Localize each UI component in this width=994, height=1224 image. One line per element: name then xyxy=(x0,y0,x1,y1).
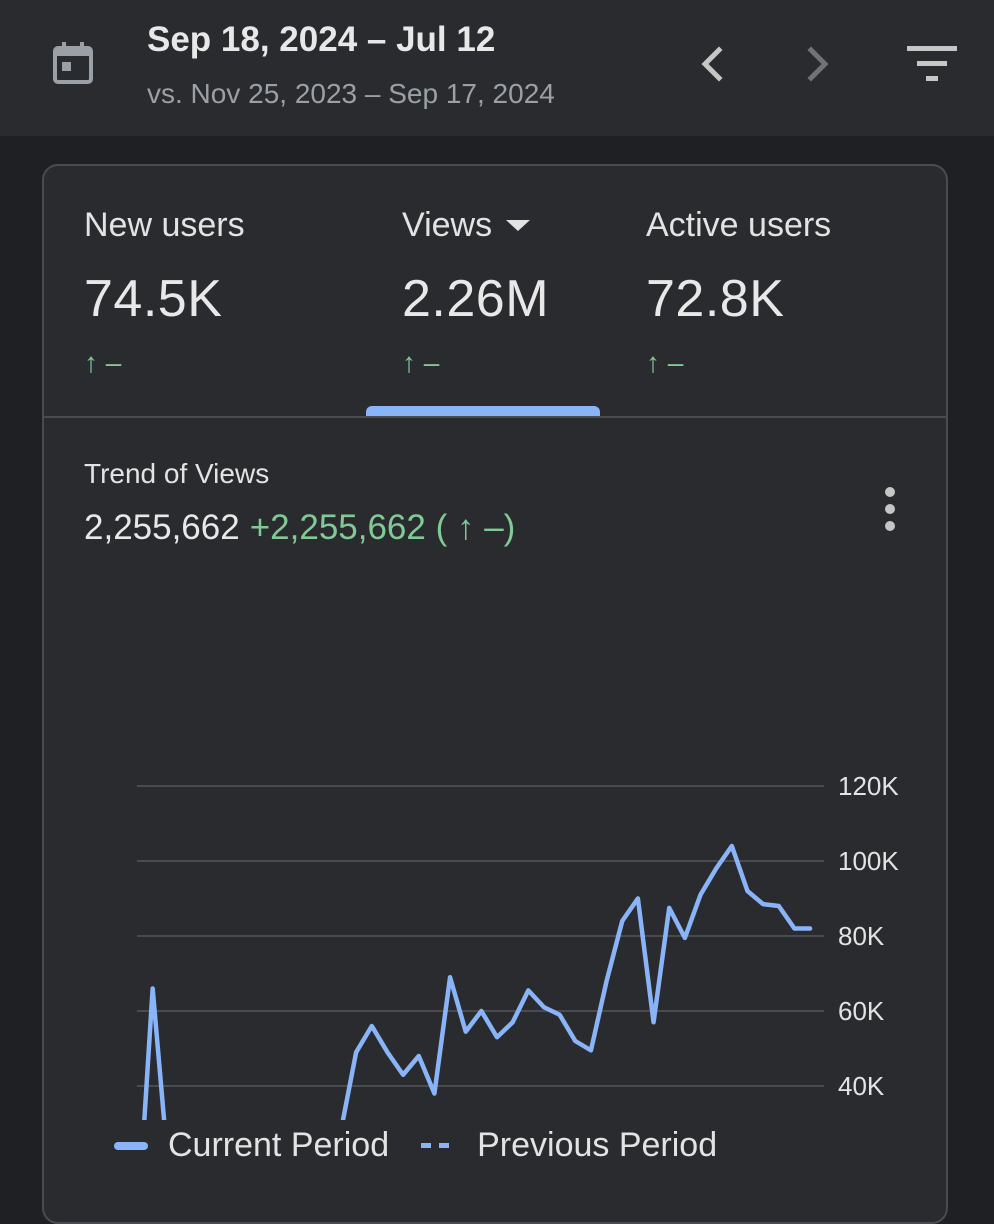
chevron-right-icon[interactable] xyxy=(798,42,838,86)
more-vert-icon[interactable] xyxy=(876,484,904,534)
metric-value: 74.5K xyxy=(84,270,223,328)
metric-tab-views[interactable]: Views 2.26M ↑ – xyxy=(402,206,549,379)
y-tick-label: 60K xyxy=(838,996,885,1026)
metric-label-row: Views xyxy=(402,206,549,245)
compare-range: vs. Nov 25, 2023 – Sep 17, 2024 xyxy=(147,78,555,109)
date-range-header: Sep 18, 2024 – Jul 12 vs. Nov 25, 2023 –… xyxy=(0,0,994,136)
metric-delta: ↑ – xyxy=(646,347,684,378)
legend-swatch-dashed xyxy=(421,1143,457,1148)
selected-tab-indicator xyxy=(366,406,600,416)
metric-label: Views xyxy=(402,206,493,244)
metric-value: 2.26M xyxy=(402,270,550,328)
y-tick-label: 40K xyxy=(838,1071,885,1101)
metric-delta: ↑ – xyxy=(84,347,122,378)
legend-label: Previous Period xyxy=(477,1126,718,1164)
filter-icon[interactable] xyxy=(904,40,960,88)
chart-legend: Current Period Previous Period xyxy=(114,1126,749,1165)
metric-value: 72.8K xyxy=(646,270,785,328)
trend-total-row: 2,255,662 +2,255,662 ( ↑ –) xyxy=(84,508,515,548)
y-tick-label: 120K xyxy=(838,771,899,801)
metric-label: New users xyxy=(84,206,245,244)
trend-delta: +2,255,662 ( ↑ –) xyxy=(249,508,516,547)
trend-total: 2,255,662 xyxy=(84,508,240,547)
divider xyxy=(44,416,946,418)
legend-item-current[interactable]: Current Period xyxy=(114,1126,389,1165)
y-tick-label: 80K xyxy=(838,921,885,951)
chevron-left-icon[interactable] xyxy=(692,42,732,86)
legend-label: Current Period xyxy=(168,1126,390,1164)
chart-title: Trend of Views xyxy=(84,458,270,489)
caret-down-icon[interactable] xyxy=(506,220,531,231)
legend-item-previous[interactable]: Previous Period xyxy=(421,1126,717,1165)
y-tick-label: 100K xyxy=(838,846,899,876)
metric-label: Active users xyxy=(646,206,832,244)
date-range-title[interactable]: Sep 18, 2024 – Jul 12 xyxy=(147,20,496,59)
legend-swatch-solid xyxy=(114,1141,148,1150)
metrics-card: New users 74.5K ↑ – Views 2.26M ↑ – Acti… xyxy=(42,164,948,1224)
metric-delta: ↑ – xyxy=(402,347,440,378)
calendar-icon[interactable] xyxy=(50,40,96,86)
metric-tab-new-users[interactable]: New users 74.5K ↑ – xyxy=(84,206,245,379)
metric-tab-active-users[interactable]: Active users 72.8K ↑ – xyxy=(646,206,831,379)
series-line-current xyxy=(142,843,813,1120)
trend-chart: 020K40K60K80K100K120K Dec 2024Apr 2025 xyxy=(137,771,899,1120)
